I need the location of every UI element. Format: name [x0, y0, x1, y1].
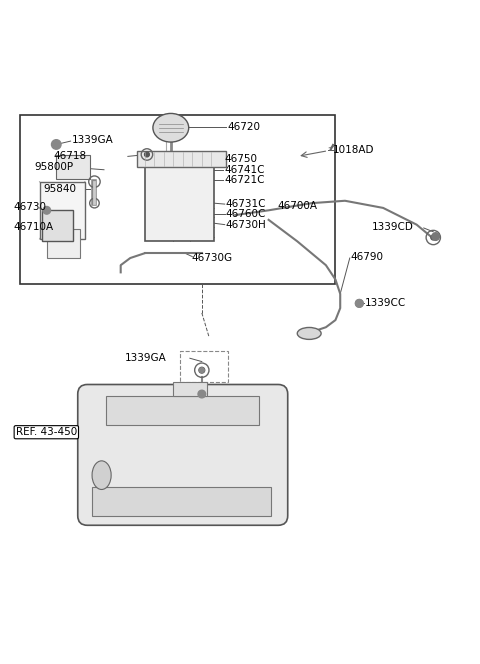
Text: 1339GA: 1339GA: [72, 135, 114, 145]
Text: 46790: 46790: [351, 252, 384, 262]
Circle shape: [199, 368, 204, 373]
Circle shape: [144, 152, 149, 157]
Text: 46730: 46730: [13, 202, 46, 212]
Bar: [92, 487, 271, 516]
Bar: [42, 210, 73, 241]
Text: 46750: 46750: [224, 154, 257, 164]
Circle shape: [356, 299, 363, 307]
Bar: [21, 115, 336, 284]
FancyBboxPatch shape: [78, 384, 288, 525]
FancyBboxPatch shape: [144, 163, 214, 241]
Bar: [173, 382, 206, 396]
Bar: [47, 229, 80, 258]
Text: 1018AD: 1018AD: [333, 145, 374, 155]
Ellipse shape: [153, 114, 189, 142]
Circle shape: [43, 207, 50, 214]
Text: 46720: 46720: [227, 122, 260, 131]
Bar: [107, 396, 259, 425]
Bar: [39, 182, 85, 239]
Text: 46721C: 46721C: [224, 175, 265, 185]
Circle shape: [432, 233, 440, 240]
Text: 95800P: 95800P: [35, 163, 74, 173]
Text: 46730G: 46730G: [192, 253, 232, 263]
Text: 46710A: 46710A: [13, 222, 53, 232]
Circle shape: [51, 139, 61, 149]
Ellipse shape: [297, 327, 321, 339]
Circle shape: [431, 235, 436, 240]
Text: 1339CD: 1339CD: [372, 222, 413, 232]
Text: 1339GA: 1339GA: [124, 353, 166, 363]
Text: 46760C: 46760C: [226, 208, 266, 218]
Text: 46700A: 46700A: [277, 201, 317, 210]
Circle shape: [199, 367, 204, 373]
Bar: [180, 351, 228, 382]
Text: 46741C: 46741C: [224, 165, 265, 175]
Ellipse shape: [92, 461, 111, 489]
FancyBboxPatch shape: [137, 151, 226, 167]
Circle shape: [356, 299, 363, 307]
Text: 46730H: 46730H: [226, 220, 266, 230]
Text: 1339CC: 1339CC: [365, 298, 406, 308]
Text: 46718: 46718: [53, 151, 86, 161]
Text: 46731C: 46731C: [226, 199, 266, 209]
Circle shape: [198, 390, 205, 398]
Text: 95840: 95840: [44, 184, 77, 194]
Bar: [56, 155, 90, 179]
Text: REF. 43-450: REF. 43-450: [16, 427, 77, 437]
